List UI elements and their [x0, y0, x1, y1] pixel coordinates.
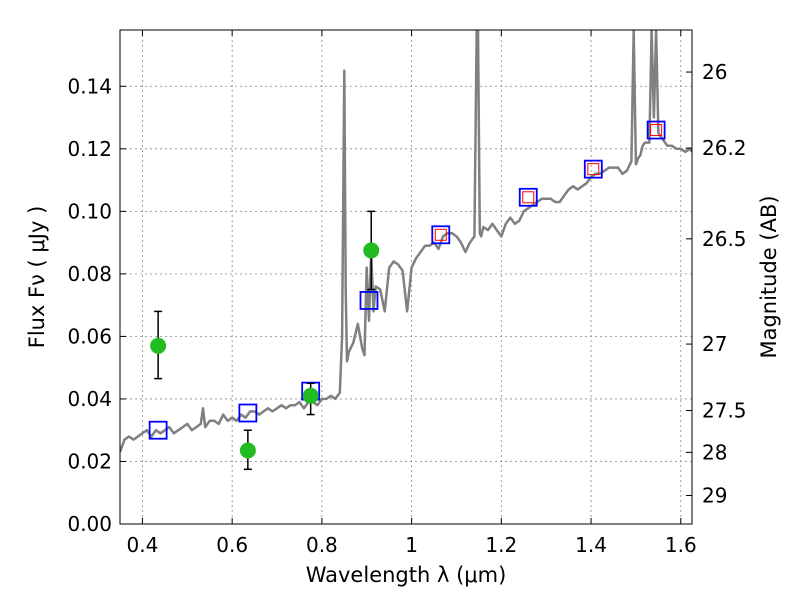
axis-ticks: 0.4 0.6 0.8 1 1.2 1.4 1.6 0.00 0.02 0.04 0.06 0.08 0… — [67, 30, 747, 557]
observed-point — [363, 242, 380, 259]
mag-tick-label: 26.5 — [702, 227, 747, 251]
x-tick-label: 0.8 — [306, 533, 338, 557]
mag-tick-label: 26 — [702, 60, 727, 84]
mag-tick-label: 27.5 — [702, 398, 747, 422]
model-point — [518, 187, 538, 207]
y-axis-label: Flux Fν ( μJy ) — [25, 206, 49, 349]
y-tick-label: 0.04 — [67, 387, 112, 411]
sed-spectrum-layer — [120, 30, 692, 453]
y-tick-label: 0.06 — [67, 324, 112, 348]
model-point-inner — [650, 124, 663, 137]
x-tick-label: 1 — [405, 533, 418, 557]
mag-tick-label: 27 — [702, 332, 727, 356]
x-tick-label: 1.6 — [665, 533, 697, 557]
model-point — [238, 403, 258, 423]
y-tick-label: 0.00 — [67, 512, 112, 536]
observed-point — [150, 337, 167, 354]
model-point — [431, 225, 451, 245]
x-tick-label: 0.4 — [127, 533, 159, 557]
y-tick-label: 0.14 — [67, 74, 112, 98]
model-point-inner — [434, 228, 447, 241]
model-point-inner — [587, 163, 600, 176]
model-point-inner — [522, 191, 535, 204]
observed-points-layer — [150, 210, 380, 471]
model-point — [148, 420, 168, 440]
x-tick-label: 1.4 — [575, 533, 607, 557]
y-tick-label: 0.10 — [67, 199, 112, 223]
right-y-axis-label: Magnitude (AB) — [757, 195, 781, 358]
mag-tick-label: 26.2 — [702, 136, 747, 160]
x-tick-label: 1.2 — [485, 533, 517, 557]
x-tick-label: 0.6 — [216, 533, 248, 557]
grid-lines — [120, 30, 692, 525]
y-tick-label: 0.02 — [67, 449, 112, 473]
model-point — [359, 291, 379, 310]
model-point — [583, 159, 603, 179]
mag-tick-label: 29 — [702, 483, 727, 507]
plot-frame — [119, 29, 693, 525]
y-tick-label: 0.08 — [67, 262, 112, 286]
model-points-layer — [148, 120, 666, 440]
x-axis-label: Wavelength λ (μm) — [306, 563, 507, 587]
y-tick-label: 0.12 — [67, 137, 112, 161]
model-point — [646, 120, 666, 140]
observed-point — [302, 387, 319, 404]
mag-tick-label: 28 — [702, 440, 727, 464]
observed-point — [239, 442, 256, 459]
sed-spectrum-line — [120, 30, 692, 453]
